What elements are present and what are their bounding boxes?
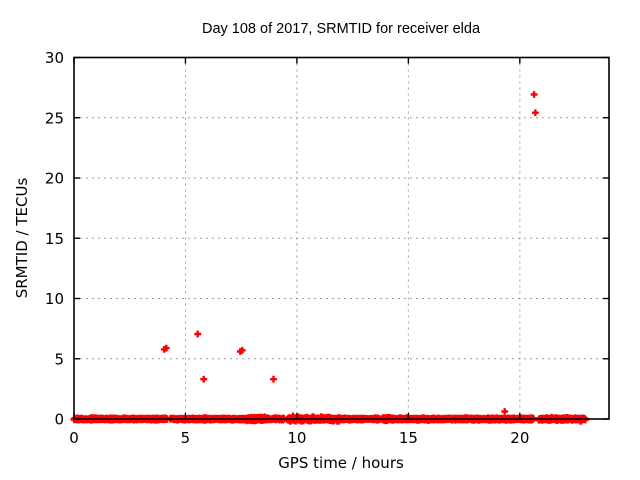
y-axis-label: SRMTID / TECUs (13, 178, 31, 299)
chart-title: Day 108 of 2017, SRMTID for receiver eld… (202, 21, 481, 37)
y-tick-label: 30 (45, 49, 64, 67)
tick-labels: 0 5 10 15 20 0 5 10 15 20 25 30 (45, 49, 529, 447)
x-axis-label: GPS time / hours (278, 454, 404, 472)
y-tick-label: 10 (45, 290, 64, 308)
y-tick-label: 5 (54, 350, 64, 368)
x-tick-label: 20 (510, 429, 529, 447)
x-tick-label: 15 (399, 429, 418, 447)
x-tick-label: 10 (287, 429, 306, 447)
outlier-markers (160, 91, 539, 415)
x-tick-label: 0 (69, 429, 79, 447)
x-tick-label: 5 (181, 429, 191, 447)
y-tick-label: 0 (54, 411, 64, 429)
grid-lines (74, 57, 609, 419)
plot-frame (73, 56, 610, 420)
y-tick-label: 25 (45, 109, 64, 127)
y-tick-label: 20 (45, 170, 64, 188)
y-tick-label: 15 (45, 230, 64, 248)
